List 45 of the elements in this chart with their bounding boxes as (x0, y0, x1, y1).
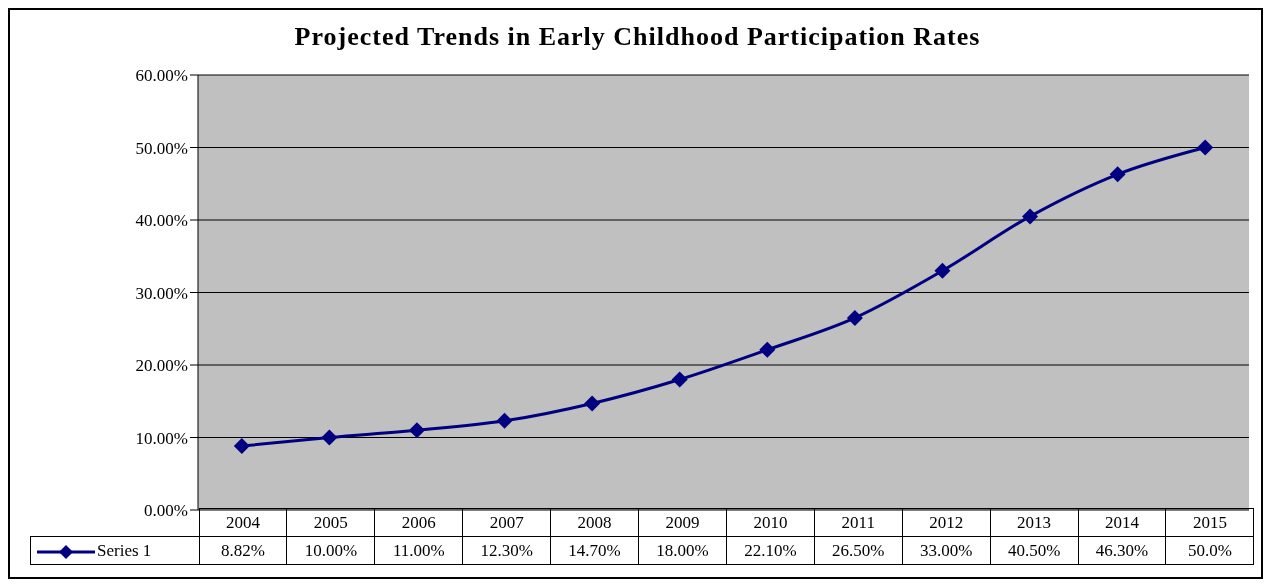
x-tick-label: 2006 (374, 508, 463, 537)
x-tick-label: 2004 (199, 508, 287, 537)
data-label: 40.50% (990, 536, 1079, 565)
x-tick-label: 2015 (1165, 508, 1254, 537)
data-label: 14.70% (550, 536, 639, 565)
data-label: 18.00% (638, 536, 727, 565)
data-label: 46.30% (1078, 536, 1166, 565)
y-tick-label: 50.00% (135, 138, 188, 158)
data-label: 10.00% (286, 536, 375, 565)
y-tick-label: 0.00% (144, 501, 188, 521)
point (759, 341, 776, 358)
point (233, 438, 250, 455)
chart-title: Projected Trends in Early Childhood Participation Rates (293, 22, 982, 52)
point (1109, 166, 1126, 183)
x-tick-label: 2008 (550, 508, 639, 537)
y-tick-label: 20.00% (135, 356, 188, 376)
point (1197, 139, 1214, 156)
y-tick-label: 10.00% (135, 428, 188, 448)
point (584, 395, 601, 412)
data-label: 8.82% (199, 536, 287, 565)
legend-label: Series 1 (97, 540, 152, 560)
data-label: 11.00% (374, 536, 463, 565)
y-tick-label: 40.00% (135, 211, 188, 231)
data-label: 22.10% (726, 536, 815, 565)
x-tick-label: 2007 (462, 508, 551, 537)
y-tick-label: 30.00% (135, 283, 188, 303)
point (934, 262, 951, 279)
point (408, 422, 425, 439)
point (496, 412, 513, 429)
point (671, 371, 688, 388)
x-tick-label: 2005 (286, 508, 375, 537)
y-tick-label: 60.00% (135, 66, 188, 86)
data-label: 26.50% (814, 536, 903, 565)
data-label: 50.0% (1165, 536, 1254, 565)
x-tick-label: 2011 (814, 508, 903, 537)
x-tick-label: 2009 (638, 508, 727, 537)
x-tick-label: 2010 (726, 508, 815, 537)
point (321, 429, 338, 446)
point (1022, 208, 1039, 225)
point (846, 309, 863, 326)
x-tick-label: 2014 (1078, 508, 1166, 537)
data-label: 12.30% (462, 536, 551, 565)
data-label: 33.00% (902, 536, 991, 565)
x-tick-label: 2012 (902, 508, 991, 537)
x-tick-label: 2013 (990, 508, 1079, 537)
